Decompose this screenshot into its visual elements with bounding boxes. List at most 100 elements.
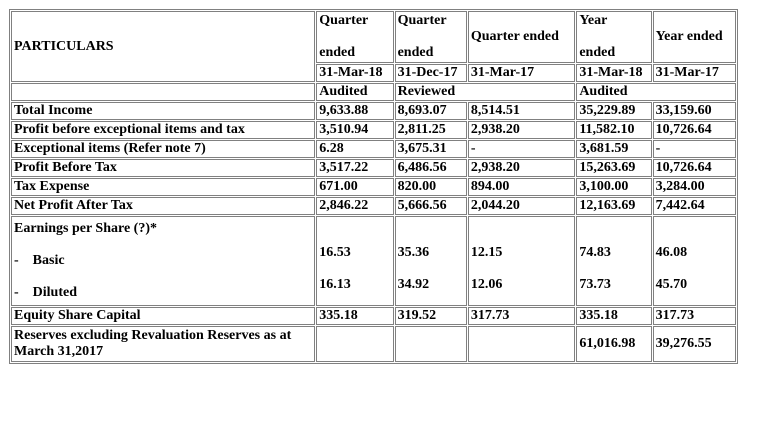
financial-results-table-container: PARTICULARS Quarter ended Quarter ended Qu… [9, 9, 738, 419]
header-row-title: PARTICULARS Quarter ended Quarter ended Qu… [11, 11, 736, 82]
table-cell: 317.73 [467, 307, 576, 325]
table-row: Profit before exceptional items and tax … [11, 121, 736, 139]
table-cell: 3,517.22 [316, 159, 394, 177]
table-cell: 12,163.69 [576, 197, 652, 215]
table-cell: 3,100.00 [576, 178, 652, 196]
eps-diluted-label: - Diluted [14, 285, 77, 300]
eps-basic-value: 35.36 [397, 245, 430, 260]
eps-cell: 74.83 73.73 [576, 216, 652, 306]
table-cell: 35,229.89 [576, 102, 652, 120]
table-cell: 39,276.55 [652, 326, 736, 362]
eps-cell: 12.15 12.06 [467, 216, 576, 306]
status-blank [11, 83, 316, 101]
table-cell: 2,811.25 [394, 121, 467, 139]
table-cell: 8,693.07 [394, 102, 467, 120]
table-cell: 8,514.51 [467, 102, 576, 120]
date-q2: 31-Dec-17 [394, 64, 467, 82]
eps-basic-value: 46.08 [655, 245, 688, 260]
header-q3: Quarter ended [467, 11, 576, 63]
table-cell: 3,675.31 [394, 140, 467, 158]
eps-cell: 46.08 45.70 [652, 216, 736, 306]
table-cell: 2,044.20 [467, 197, 576, 215]
table-row: Profit Before Tax 3,517.22 6,486.56 2,93… [11, 159, 736, 177]
date-q1: 31-Mar-18 [316, 64, 394, 82]
table-cell: 2,846.22 [316, 197, 394, 215]
header-q2-line2: ended [397, 45, 434, 60]
table-cell: 10,726.64 [652, 159, 736, 177]
status-y1: Audited [576, 83, 736, 101]
header-y1: Year ended [576, 11, 652, 63]
header-q1-line1: Quarter [319, 13, 369, 28]
table-cell: 10,726.64 [652, 121, 736, 139]
table-cell [467, 326, 576, 362]
status-q2: Reviewed [394, 83, 576, 101]
table-row: Net Profit After Tax 2,846.22 5,666.56 2… [11, 197, 736, 215]
date-q3: 31-Mar-17 [467, 64, 576, 82]
row-label: Exceptional items (Refer note 7) [11, 140, 316, 158]
table-cell [394, 326, 467, 362]
table-cell: - [467, 140, 576, 158]
eps-basic-value: 16.53 [319, 245, 351, 260]
header-q2: Quarter ended [394, 11, 467, 63]
table-cell: 894.00 [467, 178, 576, 196]
table-cell: 3,284.00 [652, 178, 736, 196]
row-label: Net Profit After Tax [11, 197, 316, 215]
table-cell: - [652, 140, 736, 158]
table-cell: 3,510.94 [316, 121, 394, 139]
table-cell: 61,016.98 [576, 326, 652, 362]
table-cell: 5,666.56 [394, 197, 467, 215]
table-cell: 6,486.56 [394, 159, 467, 177]
header-row-dates: 31-Mar-18 31-Dec-17 31-Mar-17 31-Mar-18 … [11, 64, 736, 82]
table-cell: 7,442.64 [652, 197, 736, 215]
table-row: Reserves excluding Revaluation Reserves … [11, 326, 736, 362]
row-label: Reserves excluding Revaluation Reserves … [11, 326, 316, 362]
eps-title: Earnings per Share (?)* [14, 221, 157, 236]
row-label: Profit before exceptional items and tax [11, 121, 316, 139]
eps-cell: 16.53 16.13 [316, 216, 394, 306]
eps-diluted-value: 45.70 [655, 277, 688, 292]
header-q2-line1: Quarter [397, 13, 447, 28]
table-cell: 335.18 [316, 307, 394, 325]
header-y2: Year ended [652, 11, 736, 63]
header-row-status: Audited Reviewed Audited [11, 83, 736, 101]
eps-basic-value: 12.15 [470, 245, 503, 260]
table-cell: 820.00 [394, 178, 467, 196]
row-label: Equity Share Capital [11, 307, 316, 325]
table-cell: 33,159.60 [652, 102, 736, 120]
eps-row: Earnings per Share (?)* - Basic - Diluted … [11, 216, 736, 306]
table-cell: 2,938.20 [467, 159, 576, 177]
table-row: Exceptional items (Refer note 7) 6.28 3,… [11, 140, 736, 158]
date-y2: 31-Mar-17 [652, 64, 736, 82]
table-cell [316, 326, 394, 362]
table-cell: 671.00 [316, 178, 394, 196]
table-row: Equity Share Capital 335.18 319.52 317.7… [11, 307, 736, 325]
particulars-header: PARTICULARS [11, 11, 316, 82]
table-cell: 11,582.10 [576, 121, 652, 139]
eps-label-cell: Earnings per Share (?)* - Basic - Diluted [11, 216, 316, 306]
table-cell: 3,681.59 [576, 140, 652, 158]
header-y1-line2: ended [579, 45, 616, 60]
eps-cell: 35.36 34.92 [394, 216, 467, 306]
status-q1: Audited [316, 83, 394, 101]
eps-basic-label: - Basic [14, 253, 65, 268]
eps-basic-value: 74.83 [579, 245, 611, 260]
header-y1-line1: Year [579, 13, 608, 28]
table-cell: 15,263.69 [576, 159, 652, 177]
table-cell: 335.18 [576, 307, 652, 325]
table-cell: 319.52 [394, 307, 467, 325]
row-label: Profit Before Tax [11, 159, 316, 177]
date-y1: 31-Mar-18 [576, 64, 652, 82]
header-q1: Quarter ended [316, 11, 394, 63]
table-cell: 317.73 [652, 307, 736, 325]
eps-diluted-value: 12.06 [470, 277, 503, 292]
header-q1-line2: ended [319, 45, 356, 60]
eps-diluted-value: 73.73 [579, 277, 611, 292]
table-cell: 6.28 [316, 140, 394, 158]
table-row: Total Income 9,633.88 8,693.07 8,514.51 … [11, 102, 736, 120]
table-row: Tax Expense 671.00 820.00 894.00 3,100.0… [11, 178, 736, 196]
financial-results-table: PARTICULARS Quarter ended Quarter ended Qu… [9, 9, 738, 364]
row-label: Tax Expense [11, 178, 316, 196]
eps-diluted-value: 16.13 [319, 277, 351, 292]
table-cell: 9,633.88 [316, 102, 394, 120]
row-label: Total Income [11, 102, 316, 120]
